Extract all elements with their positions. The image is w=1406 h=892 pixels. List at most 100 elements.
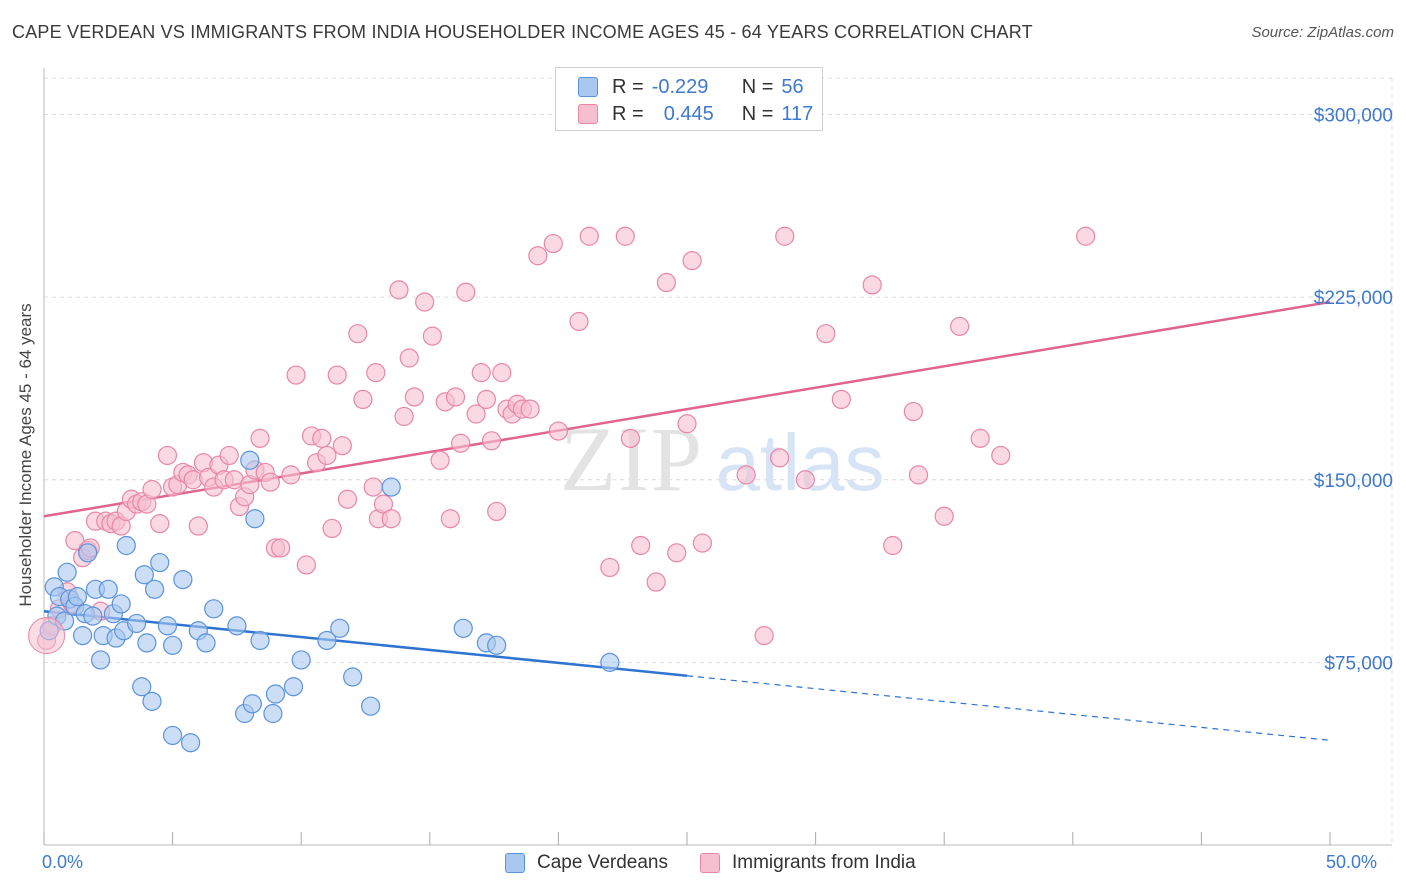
india-point xyxy=(322,518,342,539)
cape-verdeans-point xyxy=(291,650,311,670)
india-point xyxy=(569,311,589,332)
india-point xyxy=(543,233,563,254)
india-legend-swatch xyxy=(700,853,720,873)
india-point xyxy=(656,272,677,293)
cape-verdeans-point xyxy=(72,625,93,646)
cape-verdeans-point xyxy=(600,652,620,672)
legend-label-cape-verdeans: Cape Verdeans xyxy=(537,852,668,873)
cape-verdeans-point xyxy=(78,543,98,563)
y-tick-label: $225,000 xyxy=(1314,288,1393,309)
india-point xyxy=(831,389,851,410)
india-point xyxy=(736,465,756,485)
india-point xyxy=(471,363,491,383)
cape-verdeans-point xyxy=(57,562,77,582)
cape-verdeans-point xyxy=(150,552,170,573)
india-point xyxy=(883,535,903,556)
watermark-atlas: atlas xyxy=(716,418,885,507)
cape-verdeans-point xyxy=(204,599,224,619)
india-swatch xyxy=(578,104,598,124)
india-point xyxy=(150,513,170,534)
cape-verdeans-point xyxy=(137,633,157,653)
cape-verdeans-point xyxy=(98,579,118,599)
india-point xyxy=(381,509,401,529)
india-point xyxy=(950,316,970,336)
cape-verdeans-point xyxy=(163,725,183,746)
india-point xyxy=(65,531,85,551)
cape-verdeans-trend-line xyxy=(43,610,688,678)
india-point xyxy=(769,448,790,468)
cape-verdeans-point xyxy=(343,667,363,687)
stats-row-india: R = 0.445 N = 117 xyxy=(578,101,813,127)
stats-row-cape-verdeans: R = -0.229 N = 56 xyxy=(578,74,804,100)
india-point xyxy=(487,501,507,522)
india-point xyxy=(394,406,414,427)
data-points xyxy=(28,226,1096,753)
india-point xyxy=(754,625,774,646)
chart-title: CAPE VERDEAN VS IMMIGRANTS FROM INDIA HO… xyxy=(12,22,1033,42)
india-point xyxy=(353,389,373,410)
india-point xyxy=(260,472,280,492)
india-point xyxy=(430,450,450,470)
legend-item-cape-verdeans[interactable]: Cape Verdeans xyxy=(505,852,668,874)
r-label: R = xyxy=(612,75,644,98)
cape-verdeans-point xyxy=(111,594,131,614)
india-point xyxy=(422,326,442,346)
india-point xyxy=(692,533,713,553)
trend-lines xyxy=(43,300,1331,741)
series-legend: Cape Verdeans Immigrants from India xyxy=(505,852,948,874)
india-point xyxy=(142,479,162,500)
stats-legend: R = -0.229 N = 56 R = 0.445 N = 117 xyxy=(555,67,823,131)
india-point xyxy=(188,516,208,536)
india-point xyxy=(312,428,332,448)
legend-label-india: Immigrants from India xyxy=(732,852,916,873)
india-point xyxy=(445,387,466,407)
india-point xyxy=(775,226,795,246)
india-point xyxy=(631,535,651,556)
source-label: Source: ZipAtlas.com xyxy=(1251,24,1394,41)
cape-verdeans-point xyxy=(83,606,103,626)
india-point xyxy=(296,555,316,575)
india-point xyxy=(903,401,923,422)
india-point xyxy=(337,489,358,509)
india-point xyxy=(667,543,687,563)
cape-verdeans-point xyxy=(157,616,178,636)
india-point xyxy=(451,433,471,453)
india-point xyxy=(399,348,419,368)
india-point xyxy=(271,538,291,558)
cape-verdeans-point xyxy=(330,618,350,638)
india-point xyxy=(620,428,641,448)
cape-verdeans-point xyxy=(242,694,262,714)
india-point xyxy=(286,365,306,385)
cape-verdeans-point xyxy=(90,650,111,670)
axes xyxy=(43,68,1392,846)
india-point xyxy=(363,477,383,497)
cape-verdeans-point xyxy=(116,535,136,556)
india-point xyxy=(908,465,929,485)
india-point xyxy=(481,431,502,451)
cape-verdeans-swatch xyxy=(578,77,598,97)
cape-verdeans-point xyxy=(196,633,216,653)
india-point xyxy=(28,617,66,655)
cape-verdeans-point xyxy=(245,509,265,529)
india-point xyxy=(991,445,1011,466)
n-label: N = xyxy=(741,102,774,125)
india-point xyxy=(157,445,178,466)
n-value: 56 xyxy=(781,75,804,98)
cape-verdeans-point xyxy=(487,635,507,655)
cape-verdeans-point xyxy=(181,733,201,753)
cape-verdeans-point xyxy=(126,613,147,634)
india-point xyxy=(795,470,815,490)
india-point xyxy=(348,324,368,344)
y-tick-label: $300,000 xyxy=(1314,106,1393,127)
india-point xyxy=(327,365,347,385)
y-tick-label: $75,000 xyxy=(1324,653,1393,674)
india-point xyxy=(579,226,599,246)
india-point xyxy=(250,428,270,448)
india-point xyxy=(317,445,337,466)
cape-verdeans-point xyxy=(163,635,183,655)
india-point xyxy=(440,509,460,529)
india-point xyxy=(970,428,990,448)
india-point xyxy=(934,506,954,526)
legend-item-india[interactable]: Immigrants from India xyxy=(700,852,916,874)
